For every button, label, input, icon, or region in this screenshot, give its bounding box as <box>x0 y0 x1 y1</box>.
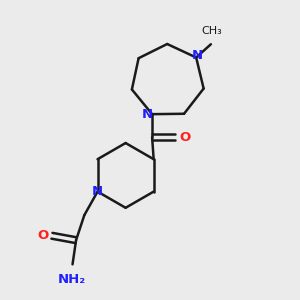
Text: CH₃: CH₃ <box>201 26 222 36</box>
Text: O: O <box>179 130 190 144</box>
Text: N: N <box>142 108 153 121</box>
Text: O: O <box>37 229 48 242</box>
Text: N: N <box>192 49 203 62</box>
Text: N: N <box>92 185 103 198</box>
Text: NH₂: NH₂ <box>58 273 86 286</box>
